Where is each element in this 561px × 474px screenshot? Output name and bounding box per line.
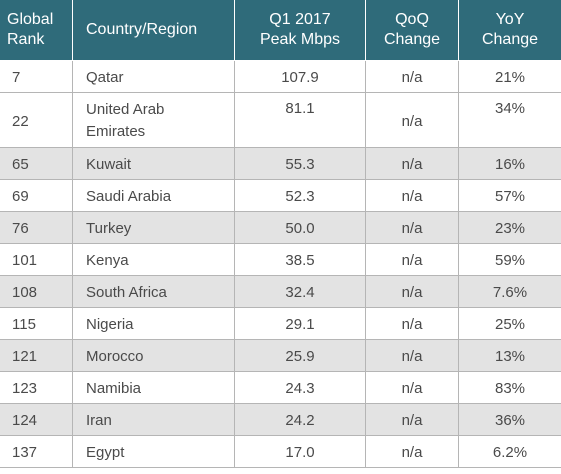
- table-row: 101 Kenya 38.5 n/a 59%: [0, 244, 561, 276]
- cell-qoq: n/a: [366, 148, 459, 179]
- cell-country: South Africa: [73, 276, 235, 307]
- header-yoy-change-label: YoY Change: [481, 11, 539, 48]
- table-row: 22 United Arab Emirates 81.1 n/a 34%: [0, 93, 561, 148]
- cell-rank: 65: [0, 148, 73, 179]
- cell-country: Kuwait: [73, 148, 235, 179]
- cell-country: Kenya: [73, 244, 235, 275]
- cell-yoy: 83%: [494, 380, 526, 397]
- cell-country: Morocco: [73, 340, 235, 371]
- cell-qoq: n/a: [366, 93, 459, 147]
- header-peak-mbps-label: Q1 2017 Peak Mbps: [259, 11, 341, 48]
- cell-rank: 123: [0, 372, 73, 403]
- cell-peak-mbps: 24.3: [235, 372, 366, 403]
- header-qoq-change: QoQ Change: [366, 0, 459, 60]
- cell-peak-mbps: 25.9: [235, 340, 366, 371]
- cell-peak-mbps: 29.1: [235, 308, 366, 339]
- cell-rank: 108: [0, 276, 73, 307]
- cell-peak-mbps: 17.0: [235, 436, 366, 467]
- cell-rank: 121: [0, 340, 73, 371]
- cell-qoq: n/a: [366, 436, 459, 467]
- cell-yoy: 59%: [494, 252, 526, 269]
- cell-yoy: 13%: [494, 348, 526, 365]
- cell-country: Egypt: [73, 436, 235, 467]
- cell-peak-mbps: 55.3: [235, 148, 366, 179]
- cell-rank: 101: [0, 244, 73, 275]
- cell-country: Saudi Arabia: [73, 180, 235, 211]
- table-row: 65 Kuwait 55.3 n/a 16%: [0, 148, 561, 180]
- cell-qoq: n/a: [366, 404, 459, 435]
- table-row: 115 Nigeria 29.1 n/a 25%: [0, 308, 561, 340]
- cell-qoq: n/a: [366, 372, 459, 403]
- header-qoq-change-label: QoQ Change: [383, 11, 441, 48]
- header-peak-mbps: Q1 2017 Peak Mbps: [235, 0, 366, 60]
- table-row: 7 Qatar 107.9 n/a 21%: [0, 61, 561, 93]
- cell-rank: 22: [0, 93, 73, 147]
- cell-yoy: 23%: [494, 220, 526, 237]
- header-yoy-change: YoY Change: [459, 0, 561, 60]
- cell-rank: 76: [0, 212, 73, 243]
- cell-peak-mbps: 52.3: [235, 180, 366, 211]
- cell-yoy: 21%: [494, 69, 526, 86]
- cell-rank: 137: [0, 436, 73, 467]
- cell-country: Iran: [73, 404, 235, 435]
- cell-rank: 115: [0, 308, 73, 339]
- cell-qoq: n/a: [366, 244, 459, 275]
- cell-peak-mbps: 107.9: [235, 61, 366, 92]
- header-country-region-label: Country/Region: [86, 21, 198, 38]
- cell-qoq: n/a: [366, 180, 459, 211]
- cell-country: Turkey: [73, 212, 235, 243]
- cell-yoy: 57%: [494, 188, 526, 205]
- cell-country: Nigeria: [73, 308, 235, 339]
- cell-qoq: n/a: [366, 340, 459, 371]
- table-row: 137 Egypt 17.0 n/a 6.2%: [0, 436, 561, 468]
- header-global-rank-label: Global Rank: [7, 11, 54, 48]
- cell-peak-mbps: 38.5: [235, 244, 366, 275]
- table-row: 123 Namibia 24.3 n/a 83%: [0, 372, 561, 404]
- header-global-rank: Global Rank: [0, 0, 73, 60]
- cell-peak-mbps: 32.4: [235, 276, 366, 307]
- cell-yoy: 25%: [494, 316, 526, 333]
- cell-country: United Arab Emirates: [73, 93, 235, 147]
- table-row: 108 South Africa 32.4 n/a 7.6%: [0, 276, 561, 308]
- cell-rank: 7: [0, 61, 73, 92]
- cell-rank: 124: [0, 404, 73, 435]
- cell-qoq: n/a: [366, 308, 459, 339]
- header-country-region: Country/Region: [73, 0, 235, 60]
- cell-qoq: n/a: [366, 212, 459, 243]
- cell-country: Namibia: [73, 372, 235, 403]
- table-row: 124 Iran 24.2 n/a 36%: [0, 404, 561, 436]
- cell-peak-mbps: 24.2: [235, 404, 366, 435]
- cell-yoy: 7.6%: [492, 284, 528, 301]
- cell-yoy: 34%: [494, 100, 526, 117]
- cell-rank: 69: [0, 180, 73, 211]
- table-header: Global Rank Country/Region Q1 2017 Peak …: [0, 0, 561, 61]
- cell-yoy: 16%: [494, 156, 526, 173]
- cell-yoy: 36%: [494, 412, 526, 429]
- table-row: 121 Morocco 25.9 n/a 13%: [0, 340, 561, 372]
- cell-peak-mbps: 81.1: [235, 93, 366, 147]
- cell-peak-mbps: 50.0: [235, 212, 366, 243]
- table-row: 76 Turkey 50.0 n/a 23%: [0, 212, 561, 244]
- table-row: 69 Saudi Arabia 52.3 n/a 57%: [0, 180, 561, 212]
- cell-country: Qatar: [73, 61, 235, 92]
- cell-yoy: 6.2%: [492, 444, 528, 461]
- cell-qoq: n/a: [366, 276, 459, 307]
- cell-qoq: n/a: [366, 61, 459, 92]
